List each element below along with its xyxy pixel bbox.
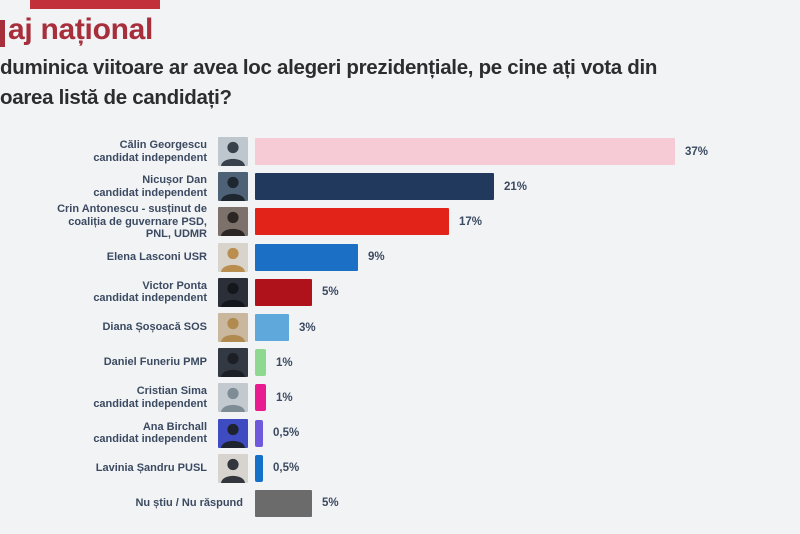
candidate-photo <box>218 313 248 343</box>
person-silhouette-icon <box>221 212 245 237</box>
result-bar <box>255 278 312 306</box>
candidate-photo <box>218 207 248 237</box>
candidate-label-text: Victor Ponta candidat independent <box>93 279 207 305</box>
survey-question-line2: oarea listă de candidați? <box>0 86 232 109</box>
poll-chart: Călin Georgescu candidat independent 37% Ni… <box>0 134 800 521</box>
chart-row: Cristian Sima candidat independent 1% <box>0 380 800 415</box>
chart-row: Nu știu / Nu răspund 5% <box>0 486 800 521</box>
candidate-label: Lavinia Șandru PUSL <box>37 462 207 475</box>
percent-label: 17% <box>459 215 483 228</box>
candidate-label-text: Diana Șoșoacă SOS <box>102 321 207 334</box>
top-accent-bar <box>30 0 160 9</box>
percent-label: 37% <box>685 145 709 158</box>
survey-question: duminica viitoare ar avea loc alegeri pr… <box>0 53 770 113</box>
result-bar <box>255 243 358 271</box>
result-bar <box>255 173 494 201</box>
candidate-photo <box>218 453 248 483</box>
candidate-photo <box>218 383 248 413</box>
chart-row: Nicușor Dan candidat independent 21% <box>0 169 800 204</box>
candidate-label-text: Elena Lasconi USR <box>106 250 207 263</box>
person-silhouette-icon <box>221 458 245 483</box>
candidate-label-text: Daniel Funeriu PMP <box>103 356 207 369</box>
candidate-photo <box>218 172 248 202</box>
percent-label: 9% <box>368 251 385 264</box>
candidate-label: Călin Georgescu candidat independent <box>37 139 207 164</box>
candidate-label: Daniel Funeriu PMP <box>37 356 207 369</box>
candidate-label: Victor Ponta candidat independent <box>37 280 207 305</box>
result-bar <box>255 208 449 236</box>
person-silhouette-icon <box>221 423 245 448</box>
candidate-photo <box>218 242 248 272</box>
result-bar <box>255 454 263 482</box>
candidate-label: Diana Șoșoacă SOS <box>37 321 207 334</box>
percent-label: 1% <box>276 391 293 404</box>
result-bar <box>255 138 675 166</box>
chart-row: Ana Birchall candidat independent 0,5% <box>0 416 800 451</box>
candidate-label: Elena Lasconi USR <box>37 251 207 264</box>
percent-label: 5% <box>322 286 339 299</box>
chart-row: Crin Antonescu - susținut de coaliția de … <box>0 203 800 241</box>
candidate-label-text: Ana Birchall candidat independent <box>93 420 207 446</box>
candidate-label: Nicușor Dan candidat independent <box>37 174 207 199</box>
candidate-label-text: Nu știu / Nu răspund <box>135 497 243 510</box>
candidate-label-text: Crin Antonescu - susținut de coaliția de … <box>57 203 207 241</box>
chart-row: Daniel Funeriu PMP 1% <box>0 345 800 380</box>
percent-label: 0,5% <box>273 427 300 440</box>
result-bar <box>255 384 266 412</box>
candidate-label-text: Cristian Sima candidat independent <box>93 385 207 410</box>
percent-label: 3% <box>299 321 316 334</box>
person-silhouette-icon <box>221 317 245 343</box>
chart-row: Diana Șoșoacă SOS 3% <box>0 310 800 345</box>
chart-row: Elena Lasconi USR 9% <box>0 240 800 275</box>
survey-question-line1: duminica viitoare ar avea loc alegeri pr… <box>0 56 658 79</box>
candidate-label: Ana Birchall candidat independent <box>37 421 207 446</box>
candidate-photo <box>218 277 248 307</box>
percent-label: 1% <box>276 356 293 369</box>
person-silhouette-icon <box>221 141 245 167</box>
person-silhouette-icon <box>221 177 245 202</box>
candidate-label: Nu știu / Nu răspund <box>37 497 243 510</box>
candidate-label-text: Lavinia Șandru PUSL <box>95 462 207 475</box>
page-title: aj național <box>8 13 154 46</box>
result-bar <box>255 489 312 517</box>
chart-row: Lavinia Șandru PUSL 0,5% <box>0 451 800 486</box>
candidate-label-text: Călin Georgescu candidat independent <box>93 139 207 164</box>
person-silhouette-icon <box>221 353 245 378</box>
percent-label: 0,5% <box>273 462 300 475</box>
result-bar <box>255 419 263 447</box>
percent-label: 5% <box>322 497 339 510</box>
candidate-label: Cristian Sima candidat independent <box>37 385 207 410</box>
person-silhouette-icon <box>221 388 245 413</box>
candidate-photo <box>218 348 248 378</box>
person-silhouette-icon <box>221 282 245 307</box>
chart-row: Călin Georgescu candidat independent 37% <box>0 134 800 169</box>
candidate-photo <box>218 418 248 448</box>
result-bar <box>255 349 266 377</box>
chart-row: Victor Ponta candidat independent 5% <box>0 275 800 310</box>
percent-label: 21% <box>504 180 528 193</box>
candidate-label: Crin Antonescu - susținut de coaliția de … <box>37 203 207 241</box>
clipped-letter-stem <box>0 20 5 47</box>
person-silhouette-icon <box>221 247 245 272</box>
candidate-photo <box>218 137 248 167</box>
candidate-label-text: Nicușor Dan candidat independent <box>93 174 207 199</box>
result-bar <box>255 314 289 342</box>
